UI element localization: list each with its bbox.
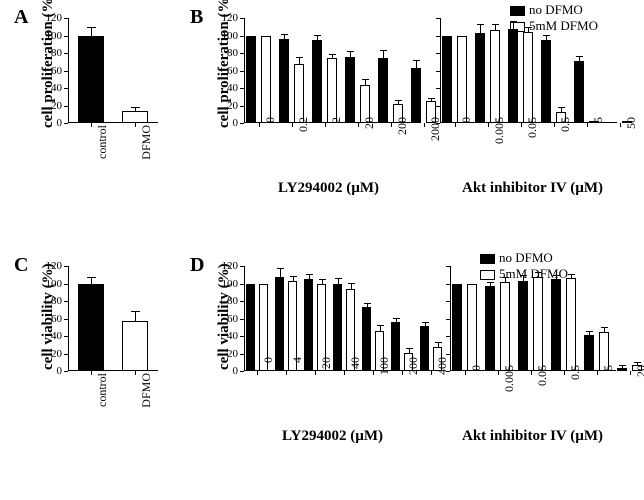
bar bbox=[490, 30, 500, 123]
panel-label-d: D bbox=[190, 254, 204, 277]
bar bbox=[294, 64, 304, 124]
bar bbox=[391, 322, 400, 371]
bar bbox=[617, 368, 627, 372]
panel-label-a: A bbox=[14, 6, 28, 29]
bar bbox=[457, 36, 467, 124]
bar bbox=[279, 39, 289, 123]
bar bbox=[312, 40, 322, 123]
bar bbox=[574, 61, 584, 123]
legend-text-nodfo: no DFMO bbox=[529, 2, 583, 17]
bar bbox=[533, 277, 543, 372]
bar bbox=[246, 284, 255, 372]
xlabel-b1: LY294002 (µM) bbox=[278, 180, 379, 197]
bar bbox=[467, 284, 477, 372]
bar bbox=[551, 279, 561, 371]
bar bbox=[518, 281, 528, 371]
panel-label-b: B bbox=[190, 6, 203, 29]
legend-swatch-fill-d bbox=[480, 254, 495, 264]
bar bbox=[362, 307, 371, 371]
bar bbox=[420, 326, 429, 372]
xlabel-d1: LY294002 (µM) bbox=[282, 428, 383, 445]
bar bbox=[541, 40, 551, 123]
bar bbox=[333, 284, 342, 372]
bar bbox=[508, 29, 518, 123]
legend-text-nodfo-d: no DFMO bbox=[499, 250, 553, 265]
bar bbox=[345, 57, 355, 123]
bar bbox=[475, 33, 485, 123]
bar bbox=[566, 278, 576, 371]
chart-c: 020406080100120controlDFMO bbox=[68, 266, 158, 371]
chart-b1: 02040608010012000.22202002000 bbox=[244, 18, 420, 123]
bar bbox=[411, 68, 421, 123]
panel-label-c: C bbox=[14, 254, 28, 277]
bar bbox=[452, 284, 462, 372]
bar bbox=[378, 58, 388, 123]
bar bbox=[485, 286, 495, 371]
bar bbox=[442, 36, 452, 124]
bar bbox=[304, 279, 313, 371]
chart-d2: 00.0050.050.5520 bbox=[450, 266, 616, 371]
bar bbox=[523, 32, 533, 123]
bar bbox=[327, 58, 337, 123]
bar bbox=[275, 277, 284, 372]
xlabel-d2: Akt inhibitor IV (µM) bbox=[462, 428, 603, 445]
chart-d1: 020406080100120042040100200400 bbox=[244, 266, 434, 371]
chart-a: 020406080100120controlDFMO bbox=[68, 18, 158, 123]
chart-b2: 00.0050.050.5550 bbox=[440, 18, 616, 123]
xlabel-b2: Akt inhibitor IV (µM) bbox=[462, 180, 603, 197]
bar bbox=[500, 282, 510, 371]
bar bbox=[246, 36, 256, 124]
bar bbox=[607, 122, 617, 123]
bar bbox=[261, 36, 271, 124]
legend-swatch-fill bbox=[510, 6, 525, 16]
bar bbox=[584, 335, 594, 371]
